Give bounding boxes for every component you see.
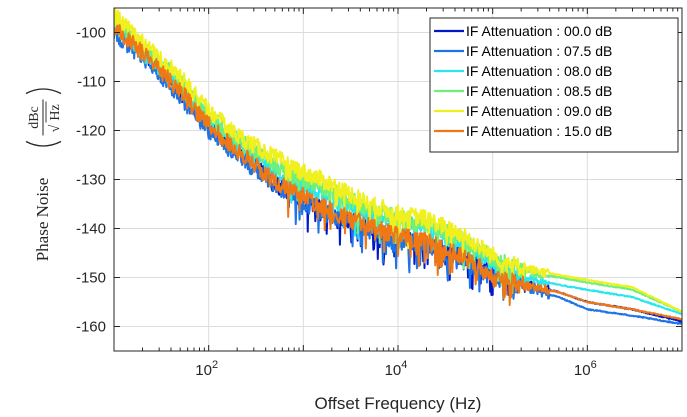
legend-label: IF Attenuation : 07.5 dB (466, 43, 612, 59)
y-axis-title-text: Phase Noise (33, 178, 52, 262)
legend-label: IF Attenuation : 08.0 dB (466, 63, 612, 79)
y-tick-label: -100 (76, 25, 106, 42)
axis-ticks: -100 -110 -120 -130 -140 -150 -160 102 104 106 (76, 8, 683, 379)
legend-label: IF Attenuation : 00.0 dB (466, 23, 612, 39)
series-line (114, 8, 682, 313)
y-axis-unit-paren-right (25, 88, 62, 95)
legend: IF Attenuation : 00.0 dB IF Attenuation :… (429, 17, 679, 153)
y-tick-label: -150 (76, 270, 106, 287)
y-tick-label: -120 (76, 123, 106, 140)
series-line (114, 24, 682, 321)
x-axis-title: Offset Frequency (Hz) (315, 394, 482, 413)
y-axis-unit-paren-left (25, 140, 62, 147)
legend-box (429, 17, 679, 153)
legend-label: IF Attenuation : 15.0 dB (466, 123, 612, 139)
y-axis-title: Phase Noise dBc √ Hz (25, 88, 63, 262)
series-group (114, 8, 682, 325)
y-tick-label: -130 (76, 172, 106, 189)
legend-label: IF Attenuation : 08.5 dB (466, 83, 612, 99)
y-axis-unit-numerator: dBc (27, 106, 42, 129)
y-tick-label: -160 (76, 319, 106, 336)
x-tick-label: 106 (574, 359, 597, 379)
y-axis-unit-radical: √ (48, 124, 63, 132)
x-tick-label: 104 (385, 359, 408, 379)
legend-label: IF Attenuation : 09.0 dB (466, 103, 612, 119)
y-tick-label: -140 (76, 221, 106, 238)
y-tick-label: -110 (77, 74, 106, 91)
x-tick-label: 102 (195, 359, 218, 379)
y-axis-unit-denominator: Hz (48, 104, 63, 120)
